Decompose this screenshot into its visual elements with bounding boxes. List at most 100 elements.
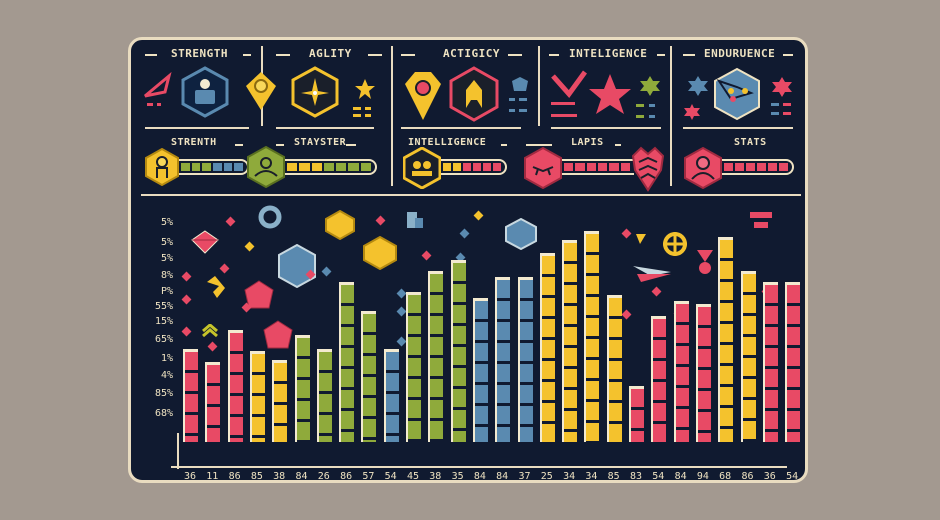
section-divider <box>538 46 540 126</box>
divider <box>368 54 382 56</box>
diamond-marker <box>225 216 236 227</box>
progress-title-stayster: STAYSTER <box>294 137 347 148</box>
diamond-marker <box>621 228 632 239</box>
mask-hexagon-icon <box>524 147 562 189</box>
gold-gem-icon <box>363 236 397 270</box>
divider <box>615 144 621 146</box>
strength-progress-bar <box>179 159 249 175</box>
star-icon <box>589 74 631 114</box>
section-divider <box>391 46 393 186</box>
dodecahedron-icon <box>244 280 274 309</box>
indicator <box>649 115 655 118</box>
bar <box>629 386 644 442</box>
bar <box>383 349 399 442</box>
gem-icon <box>191 230 219 254</box>
x-tick-label: 86 <box>340 471 353 482</box>
diamond-marker <box>321 266 332 277</box>
diamond-marker <box>459 228 470 239</box>
statue-icon <box>407 212 423 228</box>
bar <box>785 282 801 442</box>
x-tick-label: 54 <box>384 471 397 482</box>
x-tick-label: 54 <box>652 471 665 482</box>
x-tick-label: 26 <box>317 471 330 482</box>
dodecahedron-icon <box>263 320 293 349</box>
diamond-marker <box>421 250 432 261</box>
chevron-check-icon <box>551 70 587 98</box>
stats-progress-bar <box>722 159 794 175</box>
crest-icon <box>512 77 528 91</box>
divider <box>276 127 374 129</box>
y-tick-label: 4% <box>160 370 173 381</box>
indicator <box>353 107 361 110</box>
x-tick-label: 54 <box>786 471 799 482</box>
bar <box>651 315 667 442</box>
divider <box>508 54 522 56</box>
bar <box>740 270 756 442</box>
crosshair-icon <box>663 232 687 256</box>
indicator <box>551 102 575 105</box>
x-tick-label: 35 <box>451 471 464 482</box>
bar <box>406 291 421 442</box>
divider <box>145 54 157 56</box>
y-tick-label: 5% <box>160 253 173 264</box>
intelligence-progress-bar <box>441 159 507 175</box>
stayster-progress-bar <box>285 159 377 175</box>
lightning-icon <box>636 234 646 244</box>
divider <box>551 127 661 129</box>
bar <box>294 334 310 442</box>
divider <box>401 127 521 129</box>
x-tick-label: 85 <box>607 471 620 482</box>
indicator <box>783 103 791 106</box>
indicator <box>649 104 655 107</box>
bar <box>517 277 533 442</box>
bar <box>227 330 243 442</box>
indicator <box>365 107 371 110</box>
divider <box>235 144 243 146</box>
x-tick-label: 34 <box>585 471 598 482</box>
y-tick-label: 65% <box>154 334 173 345</box>
x-tick-label: 84 <box>295 471 308 482</box>
boomerang-icon <box>207 276 225 298</box>
divider <box>145 127 249 129</box>
x-tick-label: 38 <box>429 471 442 482</box>
user-hexagon-icon <box>247 146 285 188</box>
gold-gem-icon <box>325 210 355 240</box>
x-tick-label: 11 <box>206 471 219 482</box>
indicator <box>509 109 515 112</box>
x-tick-label: 84 <box>674 471 687 482</box>
stats-panel: STRENGTH AGLITY ACTIGICY INTELIGENCE END… <box>128 37 808 483</box>
x-tick-label: 36 <box>763 471 776 482</box>
bar <box>718 237 734 442</box>
indicator <box>783 112 791 115</box>
x-tick-label: 85 <box>250 471 263 482</box>
bar <box>272 360 288 442</box>
diamond-marker <box>396 306 407 317</box>
diamond-marker <box>396 336 407 347</box>
bar <box>249 350 265 442</box>
divider <box>783 54 793 56</box>
map-pin-icon <box>405 72 441 120</box>
indicator <box>157 103 161 106</box>
x-tick-label: 36 <box>183 471 197 482</box>
section-title-endurance: ENDURUENCE <box>704 47 776 60</box>
divider <box>683 54 695 56</box>
section-title-actigicy: ACTIGICY <box>443 47 500 60</box>
person-hexagon-icon <box>181 66 229 118</box>
indicator <box>519 98 527 101</box>
diamond-marker <box>181 294 192 305</box>
diamond-marker <box>473 210 484 221</box>
y-tick-label: 15% <box>154 316 173 327</box>
divider <box>526 144 552 146</box>
indicator <box>771 103 779 106</box>
indicator <box>636 115 644 118</box>
lapis-progress-bar <box>562 159 634 175</box>
x-tick-label: 37 <box>518 471 531 482</box>
x-tick-label: 94 <box>696 471 709 482</box>
anvil-icon <box>750 212 772 228</box>
warrior-hexagon-icon <box>449 66 499 122</box>
group-hexagon-icon <box>403 147 441 189</box>
progress-title-stats: STATS <box>734 137 767 148</box>
bar <box>562 240 578 442</box>
x-tick-label: 25 <box>540 471 553 482</box>
bar <box>339 282 355 442</box>
